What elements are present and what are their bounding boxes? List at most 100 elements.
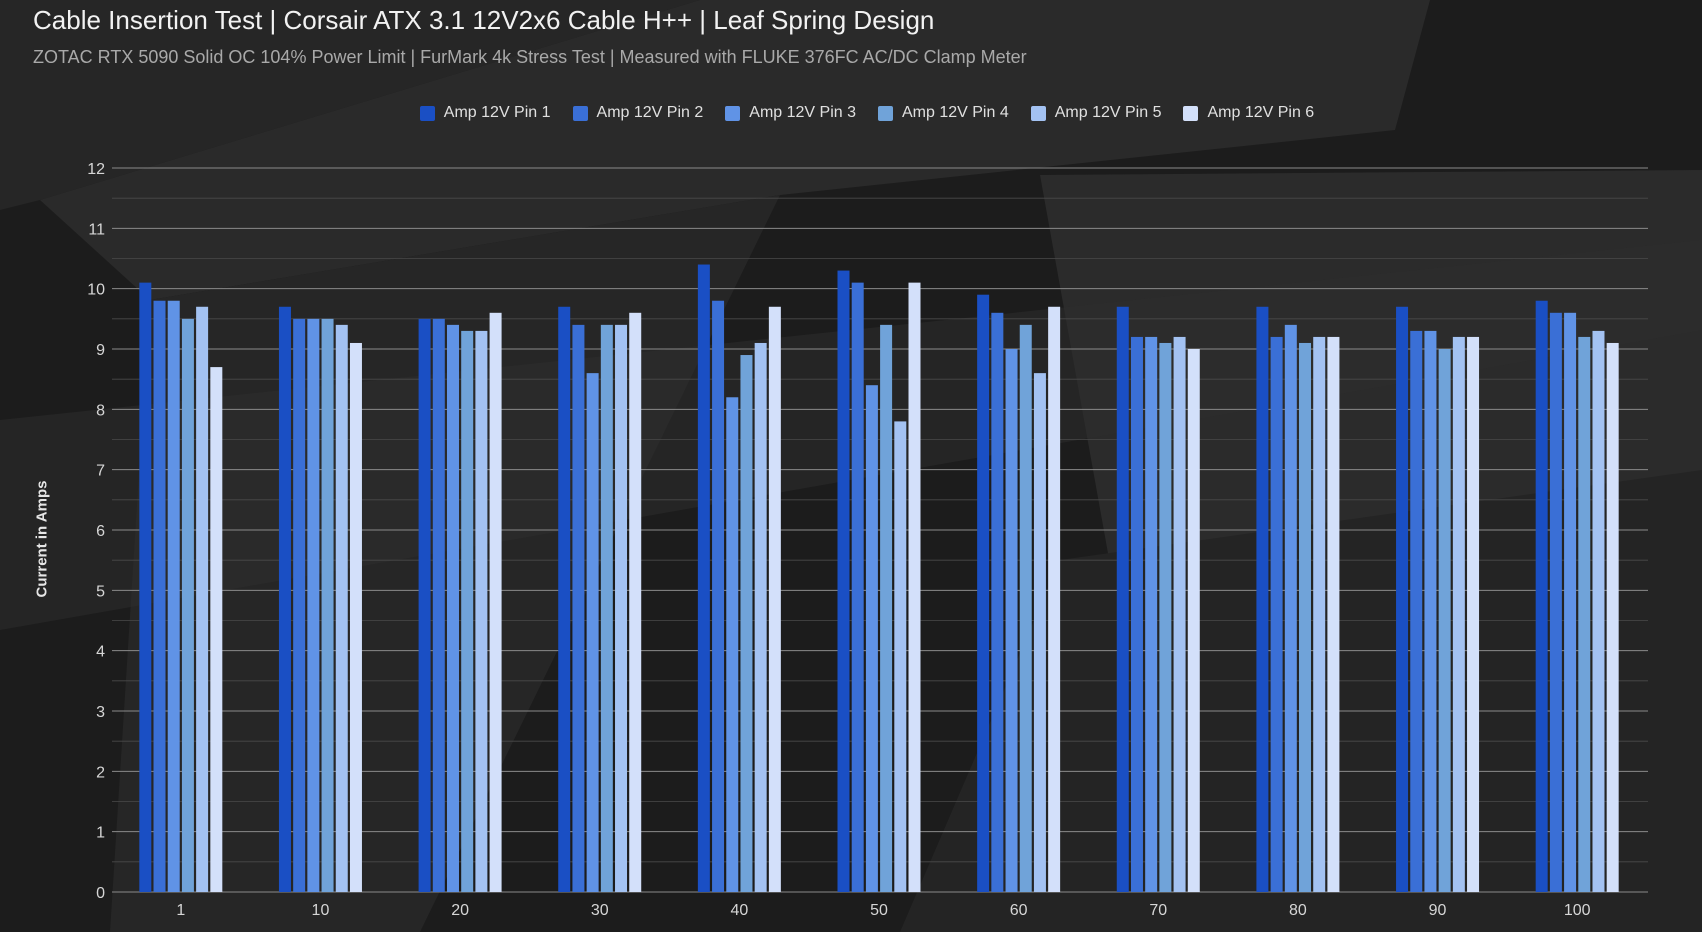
bar-60-pin-5 [1033,373,1046,893]
legend-item-pin-5: Amp 12V Pin 5 [1030,104,1162,122]
bar-100-pin-2 [1549,312,1562,892]
bar-40-pin-4 [740,355,753,892]
bar-70-pin-1 [1116,306,1129,892]
bar-40-pin-6 [768,306,781,892]
bar-70-pin-2 [1130,336,1143,892]
bar-90-pin-3 [1424,330,1437,892]
y-tick-label: 8 [96,402,105,419]
legend-item-pin-4: Amp 12V Pin 4 [878,104,1009,122]
legend-swatch [878,105,893,121]
bar-80-pin-5 [1313,336,1326,892]
bar-90-pin-4 [1438,349,1451,892]
bar-20-pin-2 [432,318,445,892]
bar-20-pin-3 [446,324,459,892]
bar-1-pin-5 [196,306,209,892]
x-tick-label: 60 [1010,902,1028,919]
legend-item-pin-2: Amp 12V Pin 2 [572,104,704,122]
x-tick-label: 100 [1564,902,1591,919]
legend-swatch [1030,105,1046,121]
bar-20-pin-5 [475,330,488,892]
bar-10-pin-2 [293,318,306,892]
bar-1-pin-3 [167,300,180,892]
y-tick-label: 12 [87,161,105,178]
bar-80-pin-1 [1256,306,1269,892]
legend-item-pin-6: Amp 12V Pin 6 [1183,104,1314,122]
bar-100-pin-6 [1606,342,1619,892]
bar-1-pin-1 [139,282,152,893]
x-tick-label: 70 [1149,902,1167,919]
y-tick-label: 3 [96,704,105,721]
bar-70-pin-5 [1173,336,1186,892]
bar-60-pin-3 [1005,349,1018,892]
bar-1-pin-2 [153,300,166,892]
bar-30-pin-1 [558,306,571,892]
bar-50-pin-4 [880,324,893,892]
bar-50-pin-5 [894,421,907,892]
bar-90-pin-2 [1410,330,1423,892]
bar-1-pin-6 [210,367,223,893]
bar-50-pin-1 [837,270,850,893]
x-tick-label: 30 [591,902,609,919]
bar-20-pin-1 [418,318,431,892]
bar-20-pin-4 [461,330,474,892]
x-tick-labels: 1 10 20 30 40 50 60 70 80 90 100 [176,902,1590,919]
bar-10-pin-4 [321,318,334,892]
bar-90-pin-1 [1396,306,1409,892]
x-tick-label: 90 [1429,902,1447,919]
x-tick-label: 40 [730,902,748,919]
bar-40-pin-1 [697,264,710,892]
y-tick-label: 10 [87,282,105,299]
y-tick-label: 7 [96,463,105,480]
bar-10-pin-5 [335,324,348,892]
legend-label: Amp 12V Pin 2 [596,104,704,121]
bar-100-pin-5 [1592,330,1605,892]
y-tick-label: 0 [96,885,105,902]
legend: Amp 12V Pin 1 Amp 12V Pin 2 Amp 12V Pin 3 A… [0,102,1702,124]
bar-40-pin-2 [712,300,725,892]
bar-1-pin-4 [181,318,194,892]
bar-30-pin-2 [572,324,585,892]
legend-swatch [725,105,741,121]
bar-40-pin-5 [754,342,767,892]
bar-10-pin-3 [307,318,320,892]
y-tick-label: 1 [96,825,105,842]
bar-60-pin-1 [977,294,990,892]
bar-100-pin-4 [1578,336,1591,892]
legend-item-pin-3: Amp 12V Pin 3 [725,104,856,122]
bar-90-pin-6 [1467,336,1480,892]
bar-70-pin-6 [1187,349,1200,892]
legend-label: Amp 12V Pin 4 [902,104,1009,121]
legend-swatch [1183,105,1199,121]
legend-swatch [572,105,588,121]
bar-30-pin-6 [629,312,642,892]
bar-100-pin-3 [1564,312,1577,892]
chart-subtitle: ZOTAC RTX 5090 Solid OC 104% Power Limit… [33,47,1027,67]
y-tick-label: 5 [96,583,105,600]
bar-10-pin-1 [278,306,291,892]
bar-50-pin-6 [908,282,921,893]
bar-50-pin-2 [851,282,864,893]
y-tick-label: 4 [96,644,105,661]
gridlines [112,167,1648,893]
legend-label: Amp 12V Pin 1 [443,104,551,121]
chart-title: Cable Insertion Test | Corsair ATX 3.1 1… [33,5,935,35]
bar-100-pin-1 [1535,300,1548,892]
bar-60-pin-2 [991,312,1004,892]
bar-80-pin-2 [1270,336,1283,892]
y-tick-label: 6 [96,523,105,540]
bar-60-pin-6 [1048,306,1061,892]
bar-20-pin-6 [489,312,502,892]
bars [139,264,1619,893]
bar-80-pin-3 [1284,324,1297,892]
bar-70-pin-3 [1145,336,1158,892]
x-tick-label: 1 [176,902,185,919]
bar-10-pin-6 [349,342,362,892]
x-tick-label: 10 [312,902,330,919]
bar-40-pin-3 [726,397,739,892]
x-tick-label: 20 [451,902,469,919]
legend-label: Amp 12V Pin 5 [1054,104,1162,121]
bar-60-pin-4 [1019,324,1032,892]
bar-90-pin-5 [1452,336,1465,892]
